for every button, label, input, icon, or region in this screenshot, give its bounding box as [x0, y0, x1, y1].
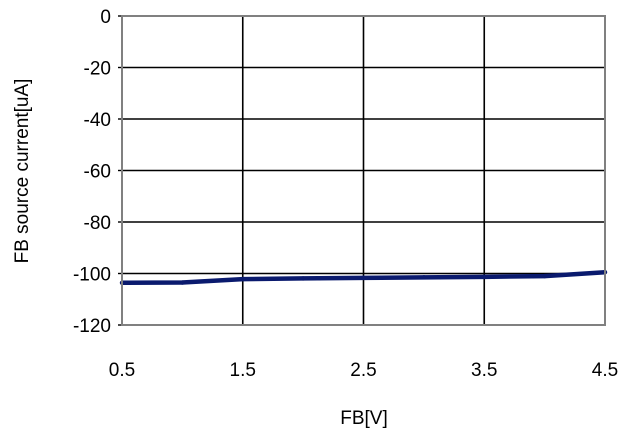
data-point — [240, 276, 245, 282]
plot-frame — [121, 15, 606, 326]
y-tick-label: -80 — [84, 213, 111, 234]
y-tick-label: 0 — [100, 7, 111, 28]
y-axis-label: FB source current[uA] — [12, 79, 33, 264]
y-tick-label: -20 — [84, 59, 111, 80]
data-point — [542, 273, 547, 279]
data-point — [361, 275, 366, 281]
series-layer — [119, 269, 608, 286]
grid-layer — [118, 15, 605, 326]
y-tick-label: -100 — [73, 265, 111, 286]
data-point — [180, 280, 185, 285]
x-tick-label: 3.5 — [471, 360, 497, 381]
y-tick-label: -120 — [73, 316, 111, 337]
x-tick-label: 0.5 — [109, 360, 135, 381]
x-tick-label: 4.5 — [592, 360, 618, 381]
y-tick-label: -60 — [84, 162, 111, 183]
data-point — [300, 276, 306, 281]
data-point — [421, 275, 427, 280]
y-tick-label: -40 — [84, 110, 111, 131]
x-tick-label: 1.5 — [230, 360, 256, 381]
y-tick-labels: 0 -20 -40 -60 -80 -100 -120 — [73, 7, 111, 337]
x-tick-labels: 0.5 1.5 2.5 3.5 4.5 — [109, 360, 618, 381]
data-point — [482, 274, 487, 280]
x-tick-label: 2.5 — [350, 360, 376, 381]
x-axis-label: FB[V] — [340, 408, 388, 429]
